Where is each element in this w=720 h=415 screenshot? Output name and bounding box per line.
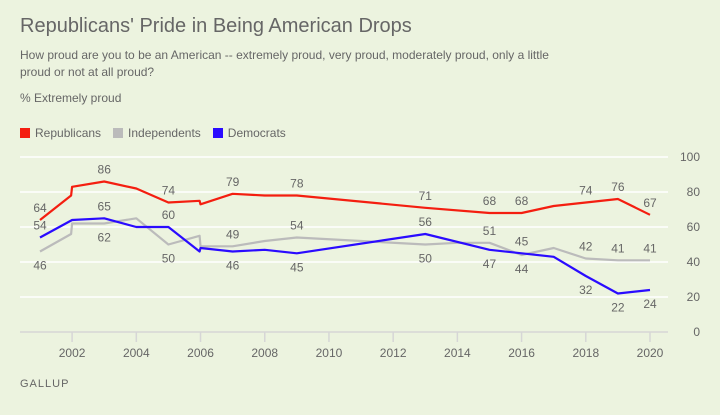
data-label-republicans: 79 — [226, 175, 240, 189]
y-tick-label: 80 — [687, 185, 701, 199]
data-label-independents: 49 — [226, 227, 240, 241]
x-tick-label: 2014 — [444, 346, 471, 360]
legend-item-democrats: Democrats — [212, 126, 286, 140]
data-label-republicans: 76 — [611, 180, 625, 194]
y-tick-label: 40 — [687, 255, 701, 269]
y-tick-label: 60 — [687, 220, 701, 234]
data-label-democrats: 46 — [226, 259, 240, 273]
data-label-republicans: 68 — [483, 194, 497, 208]
legend-item-independents: Independents — [113, 126, 201, 140]
data-label-democrats: 45 — [290, 260, 304, 274]
data-label-independents: 44 — [515, 262, 529, 276]
data-label-democrats: 47 — [483, 257, 497, 271]
data-label-independents: 51 — [483, 224, 497, 238]
data-label-democrats: 60 — [162, 208, 176, 222]
x-tick-label: 2002 — [59, 346, 86, 360]
legend-label-independents: Independents — [128, 126, 201, 140]
y-tick-label: 0 — [693, 325, 700, 339]
legend-label-republicans: Republicans — [35, 126, 102, 140]
data-label-republicans: 64 — [33, 201, 47, 215]
x-tick-label: 2004 — [123, 346, 150, 360]
data-label-republicans: 78 — [290, 177, 304, 191]
data-label-independents: 62 — [98, 231, 112, 245]
data-label-republicans: 74 — [579, 184, 593, 198]
data-label-independents: 41 — [643, 241, 657, 255]
data-label-independents: 42 — [579, 240, 593, 254]
data-label-democrats: 24 — [643, 297, 657, 311]
data-label-democrats: 45 — [515, 234, 529, 248]
data-label-independents: 41 — [611, 241, 625, 255]
series-line-republicans — [39, 180, 651, 221]
legend-item-republicans: Republicans — [20, 126, 101, 140]
data-label-democrats: 22 — [611, 301, 625, 315]
x-tick-label: 2016 — [508, 346, 535, 360]
data-label-independents: 50 — [162, 252, 176, 266]
chart-title: Republicans' Pride in Being American Dro… — [20, 15, 412, 37]
x-tick-label: 2010 — [316, 346, 343, 360]
data-label-independents: 46 — [33, 259, 47, 273]
x-tick-label: 2020 — [637, 346, 664, 360]
y-tick-label: 20 — [687, 290, 701, 304]
series-line-democrats — [39, 217, 651, 295]
chart-subtitle: How proud are you to be an American -- e… — [20, 48, 549, 79]
data-label-republicans: 71 — [419, 189, 433, 203]
data-label-democrats: 32 — [579, 283, 593, 297]
legend-label-democrats: Democrats — [227, 126, 286, 140]
data-label-democrats: 54 — [33, 219, 47, 233]
data-label-independents: 50 — [419, 252, 433, 266]
legend: Republicans Independents Democrats — [20, 126, 286, 140]
legend-swatch-republicans — [20, 128, 30, 138]
data-label-republicans: 68 — [515, 194, 529, 208]
data-label-democrats: 56 — [419, 215, 433, 229]
legend-swatch-independents — [113, 128, 124, 138]
x-tick-label: 2006 — [187, 346, 214, 360]
data-label-republicans: 74 — [162, 184, 176, 198]
x-tick-label: 2018 — [572, 346, 599, 360]
x-tick-label: 2008 — [251, 346, 278, 360]
source-label: GALLUP — [20, 378, 70, 390]
data-label-independents: 54 — [290, 219, 304, 233]
y-axis-label: % Extremely proud — [20, 91, 122, 105]
y-tick-label: 100 — [680, 150, 700, 164]
series-line-independents — [39, 217, 650, 262]
legend-swatch-democrats — [212, 128, 223, 138]
x-tick-label: 2012 — [380, 346, 407, 360]
data-label-republicans: 86 — [98, 163, 112, 177]
data-label-democrats: 65 — [98, 199, 112, 213]
data-label-republicans: 67 — [643, 196, 657, 210]
